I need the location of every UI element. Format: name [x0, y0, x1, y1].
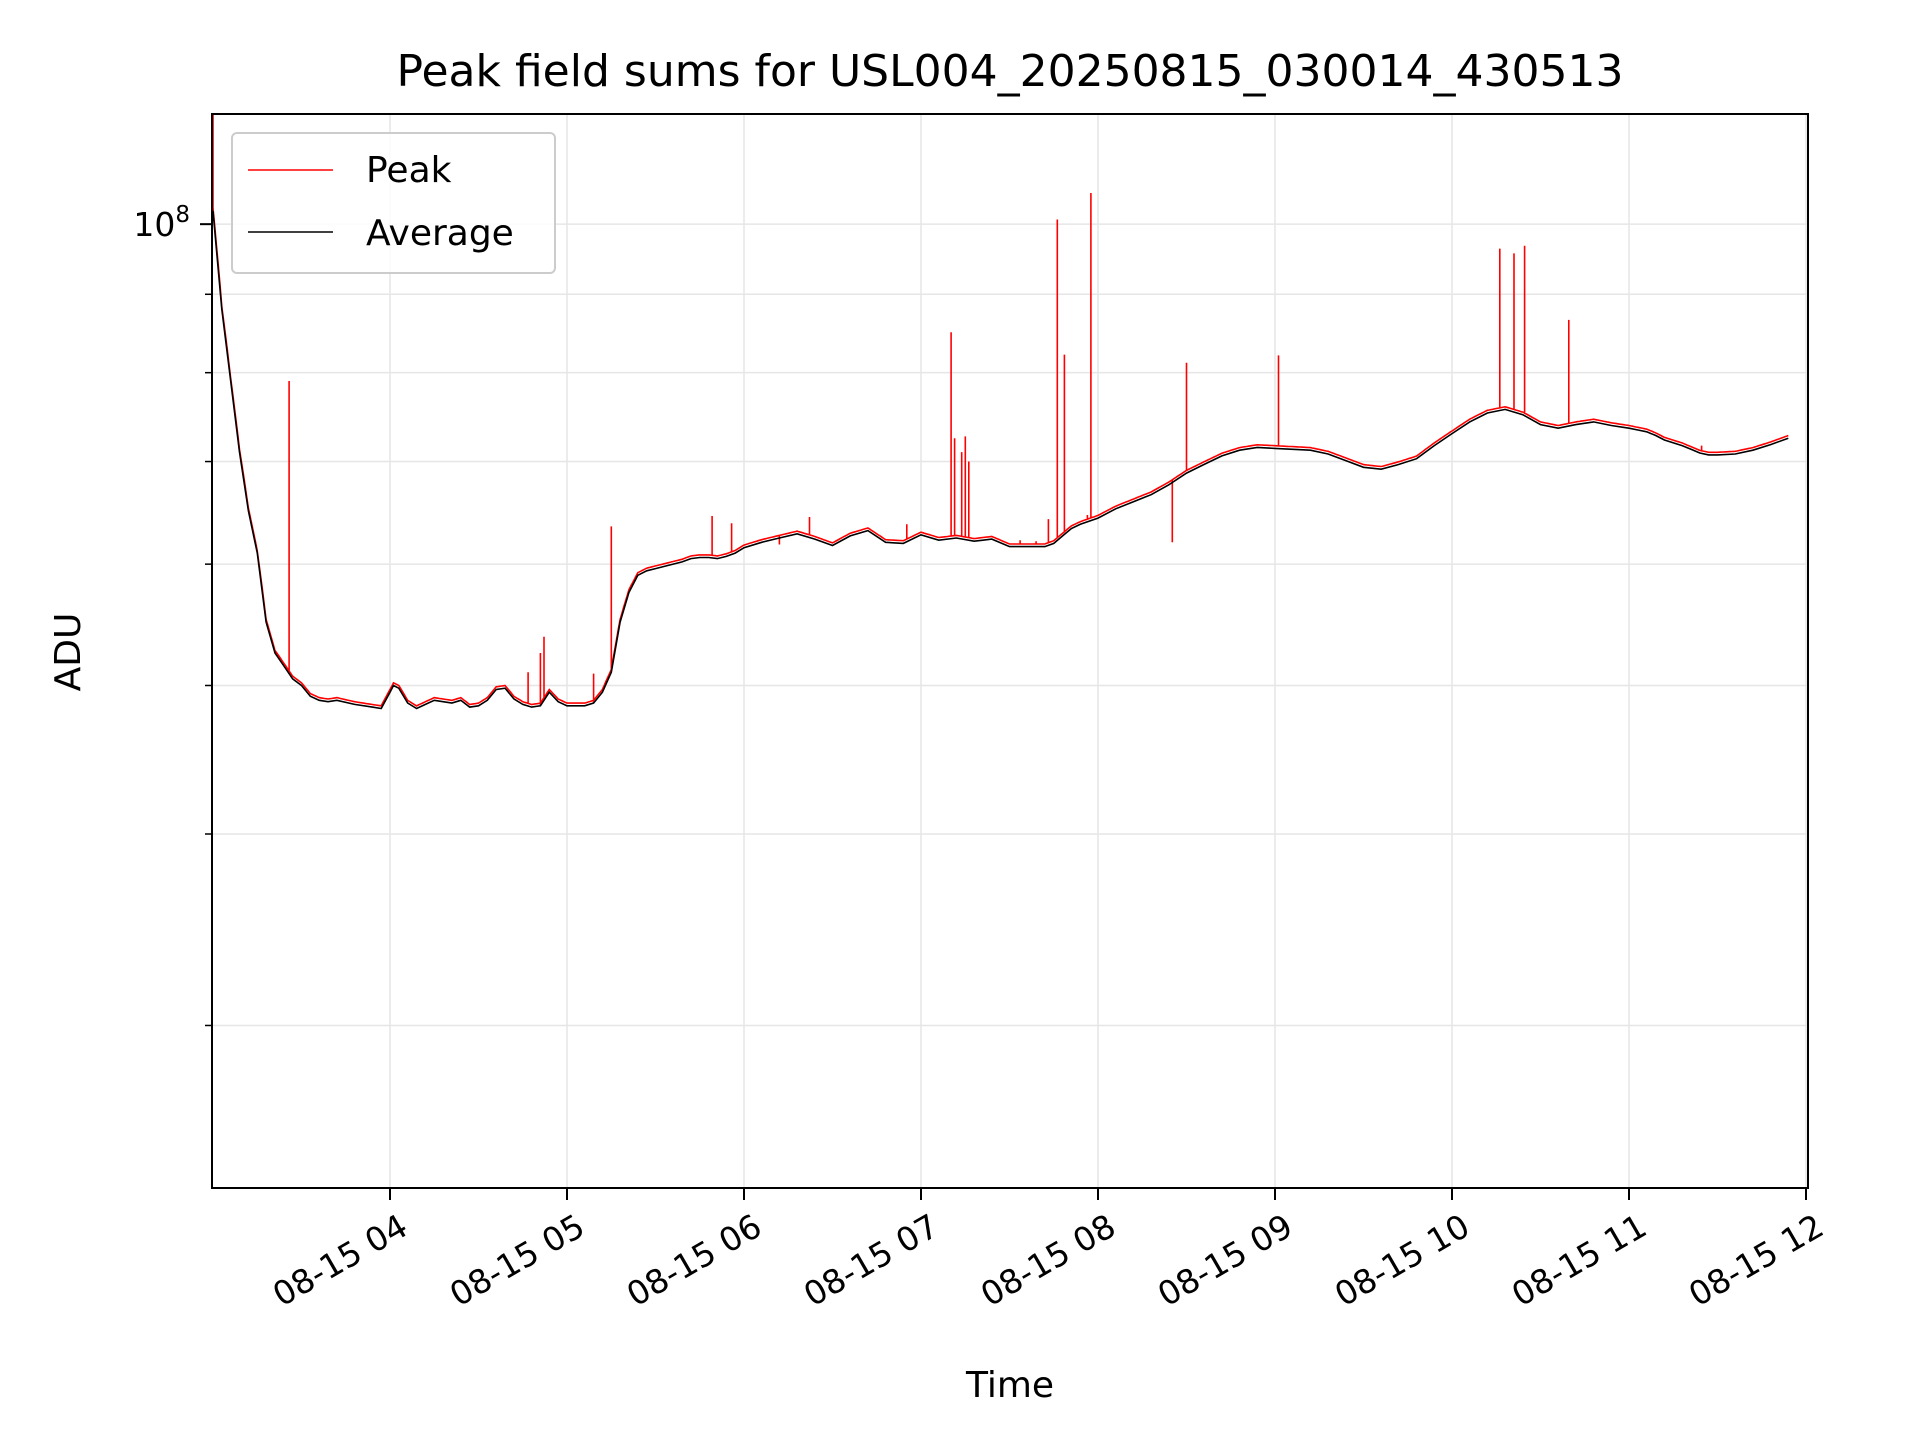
y-tick-label: 108 [133, 202, 190, 244]
y-axis: 108 [133, 202, 212, 1027]
series-average-line [212, 210, 1789, 710]
axes-frame [211, 113, 1809, 1189]
x-axis: 08-15 04 08-15 05 08-15 06 08-15 07 08-15 08… [266, 1188, 1830, 1314]
legend-box [231, 132, 556, 274]
series-peak-line [212, 193, 1789, 707]
x-tick-label: 08-15 11 [1505, 1206, 1653, 1314]
chart-title: Peak field sums for USL004_20250815_0300… [397, 46, 1624, 97]
x-tick-label: 08-15 08 [974, 1206, 1122, 1314]
legend-label-peak: Peak [366, 150, 452, 191]
grid [212, 114, 1808, 1188]
x-tick-label: 08-15 06 [620, 1206, 768, 1314]
x-axis-label: Time [965, 1365, 1054, 1406]
legend: Peak Average [231, 132, 556, 274]
x-tick-label: 08-15 09 [1151, 1206, 1299, 1314]
x-tick-label: 08-15 04 [266, 1206, 414, 1314]
x-tick-label: 08-15 12 [1682, 1206, 1830, 1314]
y-axis-label: ADU [48, 613, 89, 692]
x-tick-label: 08-15 05 [443, 1206, 591, 1314]
legend-label-average: Average [366, 213, 514, 254]
x-tick-label: 08-15 07 [797, 1206, 945, 1314]
x-tick-label: 08-15 10 [1328, 1206, 1476, 1314]
